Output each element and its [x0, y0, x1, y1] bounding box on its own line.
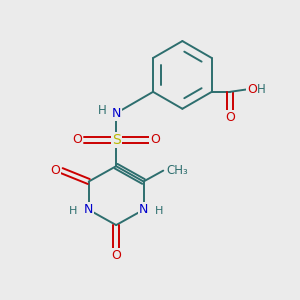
Text: H: H — [256, 83, 265, 96]
Text: CH₃: CH₃ — [166, 164, 188, 177]
Text: O: O — [247, 83, 257, 96]
Text: H: H — [98, 104, 106, 117]
Text: S: S — [112, 133, 121, 147]
Text: N: N — [84, 203, 93, 216]
Text: O: O — [50, 164, 60, 177]
Text: H: H — [154, 206, 163, 216]
Text: O: O — [225, 111, 235, 124]
Text: N: N — [139, 203, 148, 216]
Text: H: H — [69, 206, 78, 216]
Text: O: O — [150, 133, 160, 146]
Text: O: O — [72, 133, 82, 146]
Text: O: O — [111, 249, 121, 262]
Text: N: N — [112, 107, 121, 120]
